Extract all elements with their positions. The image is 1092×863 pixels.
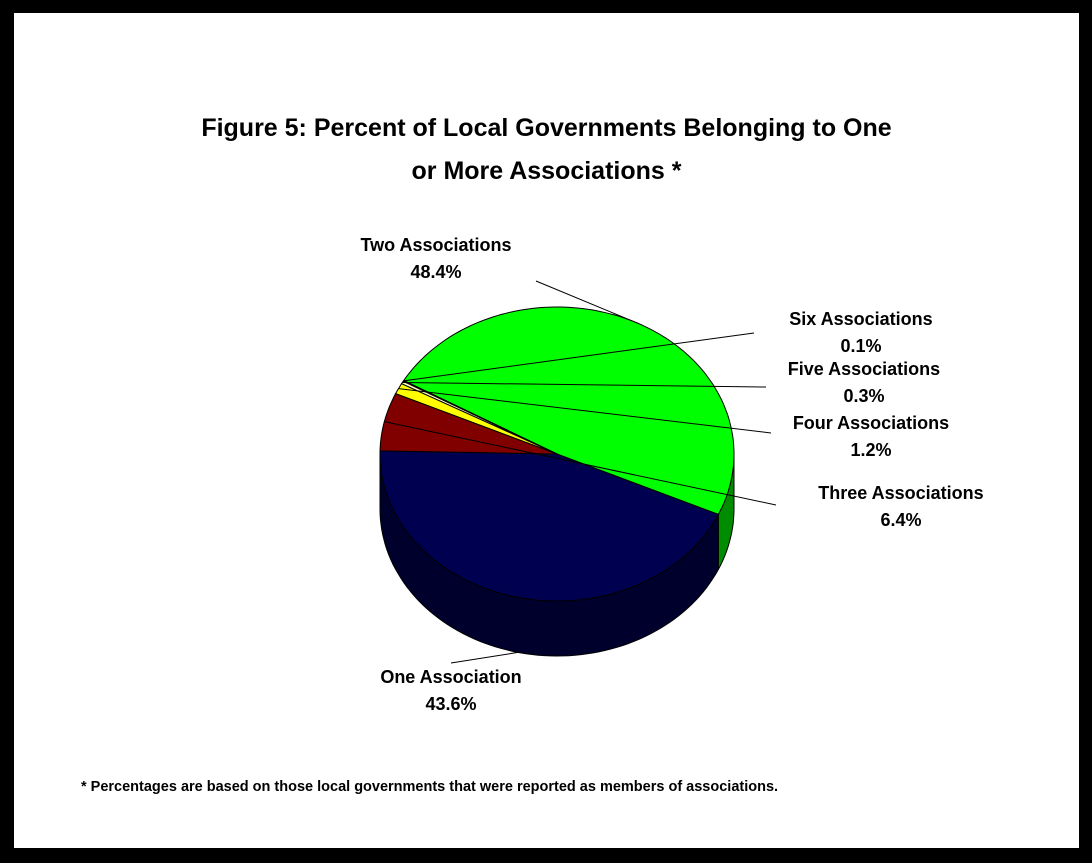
leader-line-four-associations xyxy=(398,388,772,434)
label-four-associations: Four Associations xyxy=(793,413,949,433)
pie-top-faces xyxy=(379,306,735,602)
pie-chart: One Association 43.6% Two Associations 48.4… xyxy=(360,235,983,714)
label-two-associations: Two Associations xyxy=(360,235,511,255)
label-six-associations: Six Associations xyxy=(789,309,932,329)
leader-line-one-association xyxy=(450,651,519,664)
figure-panel: Figure 5: Percent of Local Governments B… xyxy=(13,12,1080,849)
value-label-two-associations: 48.4% xyxy=(410,262,461,282)
chart-title-line-1: Figure 5: Percent of Local Governments B… xyxy=(201,114,892,142)
footnote: * Percentages are based on those local g… xyxy=(81,779,779,795)
chart-title: Figure 5: Percent of Local Governments B… xyxy=(14,107,1079,193)
value-label-six-associations: 0.1% xyxy=(840,336,881,356)
value-label-three-associations: 6.4% xyxy=(880,510,921,530)
value-label-one-association: 43.6% xyxy=(425,694,476,714)
leader-line-three-associations xyxy=(384,421,777,506)
pie-labels: One Association 43.6% Two Associations 48.4… xyxy=(360,235,983,714)
value-label-four-associations: 1.2% xyxy=(850,440,891,460)
label-three-associations: Three Associations xyxy=(818,483,983,503)
leader-line-six-associations xyxy=(403,332,755,382)
label-one-association: One Association xyxy=(380,667,521,687)
chart-title-line-2: or More Associations * xyxy=(411,157,682,185)
pie-slice-one-association xyxy=(379,450,720,602)
label-five-associations: Five Associations xyxy=(788,359,940,379)
leader-line-five-associations xyxy=(402,382,767,388)
value-label-five-associations: 0.3% xyxy=(843,386,884,406)
leader-line-two-associations xyxy=(535,280,638,324)
